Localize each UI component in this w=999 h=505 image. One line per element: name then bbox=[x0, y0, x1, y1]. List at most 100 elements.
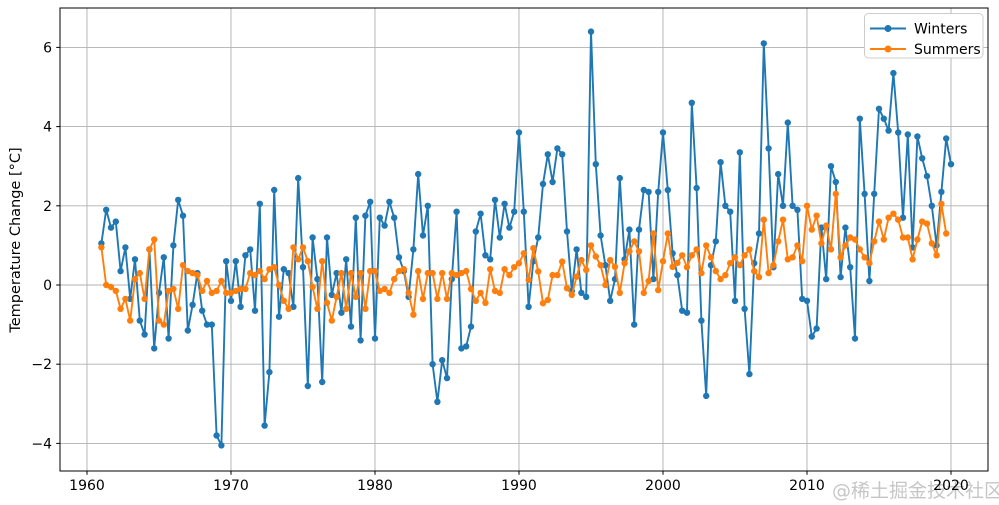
winters-data-point bbox=[698, 317, 705, 324]
winters-data-point bbox=[391, 214, 398, 221]
winters-data-point bbox=[175, 196, 182, 204]
winters-data-point bbox=[275, 313, 283, 320]
summers-data-point bbox=[899, 234, 907, 241]
summers-data-point bbox=[275, 281, 283, 289]
winters-data-point bbox=[563, 228, 571, 235]
summers-data-point bbox=[395, 267, 403, 275]
winters-data-point bbox=[285, 269, 292, 277]
winters-data-point bbox=[539, 180, 547, 188]
winters-data-point bbox=[861, 190, 868, 198]
axes-frame bbox=[59, 7, 989, 472]
winters-data-point bbox=[664, 186, 671, 194]
winters-data-point bbox=[496, 234, 503, 241]
winters-data-point bbox=[947, 161, 955, 168]
summers-data-point bbox=[813, 212, 820, 219]
winters-data-point bbox=[472, 228, 479, 235]
summers-data-point bbox=[218, 277, 225, 285]
winters-data-point bbox=[712, 238, 719, 245]
winters-data-point bbox=[136, 317, 143, 324]
y-tick-label: 4 bbox=[43, 120, 52, 136]
summers-data-point bbox=[698, 269, 705, 277]
winters-data-point bbox=[290, 303, 297, 310]
winters-data-point bbox=[103, 206, 110, 213]
winters-data-point bbox=[458, 345, 465, 352]
winters-data-point bbox=[823, 275, 830, 283]
winters-data-point bbox=[693, 184, 700, 192]
winters-data-point bbox=[160, 254, 167, 261]
summers-data-point bbox=[285, 305, 292, 312]
summers-data-point bbox=[765, 269, 772, 277]
winters-data-point bbox=[328, 291, 335, 299]
winters-data-point bbox=[631, 321, 638, 328]
winters-data-point bbox=[299, 264, 307, 271]
winters-data-point bbox=[943, 135, 950, 142]
winters-data-point bbox=[559, 151, 566, 158]
summers-data-point bbox=[453, 271, 460, 279]
summers-data-point bbox=[429, 269, 436, 277]
summers-data-point bbox=[712, 267, 719, 275]
summers-data-point bbox=[165, 287, 172, 295]
summers-data-point bbox=[842, 242, 849, 249]
summers-data-point bbox=[127, 317, 134, 324]
summers-data-point bbox=[208, 289, 215, 297]
winters-data-point bbox=[491, 196, 499, 204]
legend-marker bbox=[884, 25, 892, 32]
summers-data-point bbox=[683, 264, 691, 271]
winters-data-point bbox=[727, 208, 734, 215]
summers-data-point bbox=[482, 299, 489, 306]
winters-data-point bbox=[616, 174, 623, 182]
summers-data-point bbox=[779, 216, 787, 223]
summers-data-point bbox=[818, 240, 825, 247]
summers-data-point bbox=[203, 277, 211, 285]
summers-data-point bbox=[808, 226, 815, 233]
legend-marker bbox=[884, 45, 892, 53]
winters-data-point bbox=[251, 307, 259, 314]
winters-data-point bbox=[535, 234, 542, 241]
winters-data-point bbox=[602, 262, 609, 269]
summers-data-point bbox=[751, 267, 758, 275]
summers-data-point bbox=[122, 295, 129, 303]
summers-data-point bbox=[731, 254, 739, 261]
summers-data-point bbox=[904, 234, 911, 241]
summers-data-point bbox=[357, 269, 364, 277]
summers-data-point bbox=[530, 245, 537, 252]
winters-data-point bbox=[467, 323, 475, 330]
winters-data-point bbox=[626, 226, 633, 233]
winters-data-point bbox=[314, 275, 321, 283]
summers-data-point bbox=[160, 321, 167, 328]
winters-data-point bbox=[131, 256, 139, 263]
summers-data-point bbox=[722, 271, 729, 279]
winters-data-point bbox=[189, 301, 196, 308]
winters-data-point bbox=[703, 392, 710, 400]
summers-data-point bbox=[679, 252, 686, 259]
summers-data-point bbox=[823, 222, 830, 229]
summers-data-point bbox=[640, 289, 647, 297]
summers-data-point bbox=[299, 244, 307, 251]
summers-data-point bbox=[309, 283, 316, 291]
winters-data-point bbox=[223, 258, 230, 265]
legend-item-summers: Summers bbox=[870, 42, 981, 58]
winters-data-point bbox=[371, 335, 379, 342]
winters-data-point bbox=[904, 131, 911, 138]
winters-data-point bbox=[309, 234, 316, 241]
summers-data-point bbox=[410, 311, 417, 318]
summers-data-point bbox=[232, 287, 239, 295]
winters-data-point bbox=[525, 303, 532, 310]
summers-data-point bbox=[871, 238, 878, 245]
summers-data-point bbox=[784, 256, 791, 263]
winters-data-point bbox=[794, 206, 801, 213]
summers-data-point bbox=[391, 275, 398, 283]
winters-data-point bbox=[640, 186, 647, 194]
summers-data-point bbox=[151, 236, 158, 243]
winters-data-point bbox=[923, 172, 931, 180]
summers-data-point bbox=[256, 267, 263, 275]
legend-item-winters: Winters bbox=[870, 22, 967, 38]
winters-data-point bbox=[746, 370, 753, 378]
summers-data-point bbox=[794, 242, 801, 249]
summers-data-point bbox=[458, 269, 465, 277]
winters-data-point bbox=[237, 303, 244, 310]
summers-data-point bbox=[199, 287, 206, 295]
summers-data-point bbox=[333, 293, 340, 301]
winters-data-point bbox=[731, 297, 739, 304]
